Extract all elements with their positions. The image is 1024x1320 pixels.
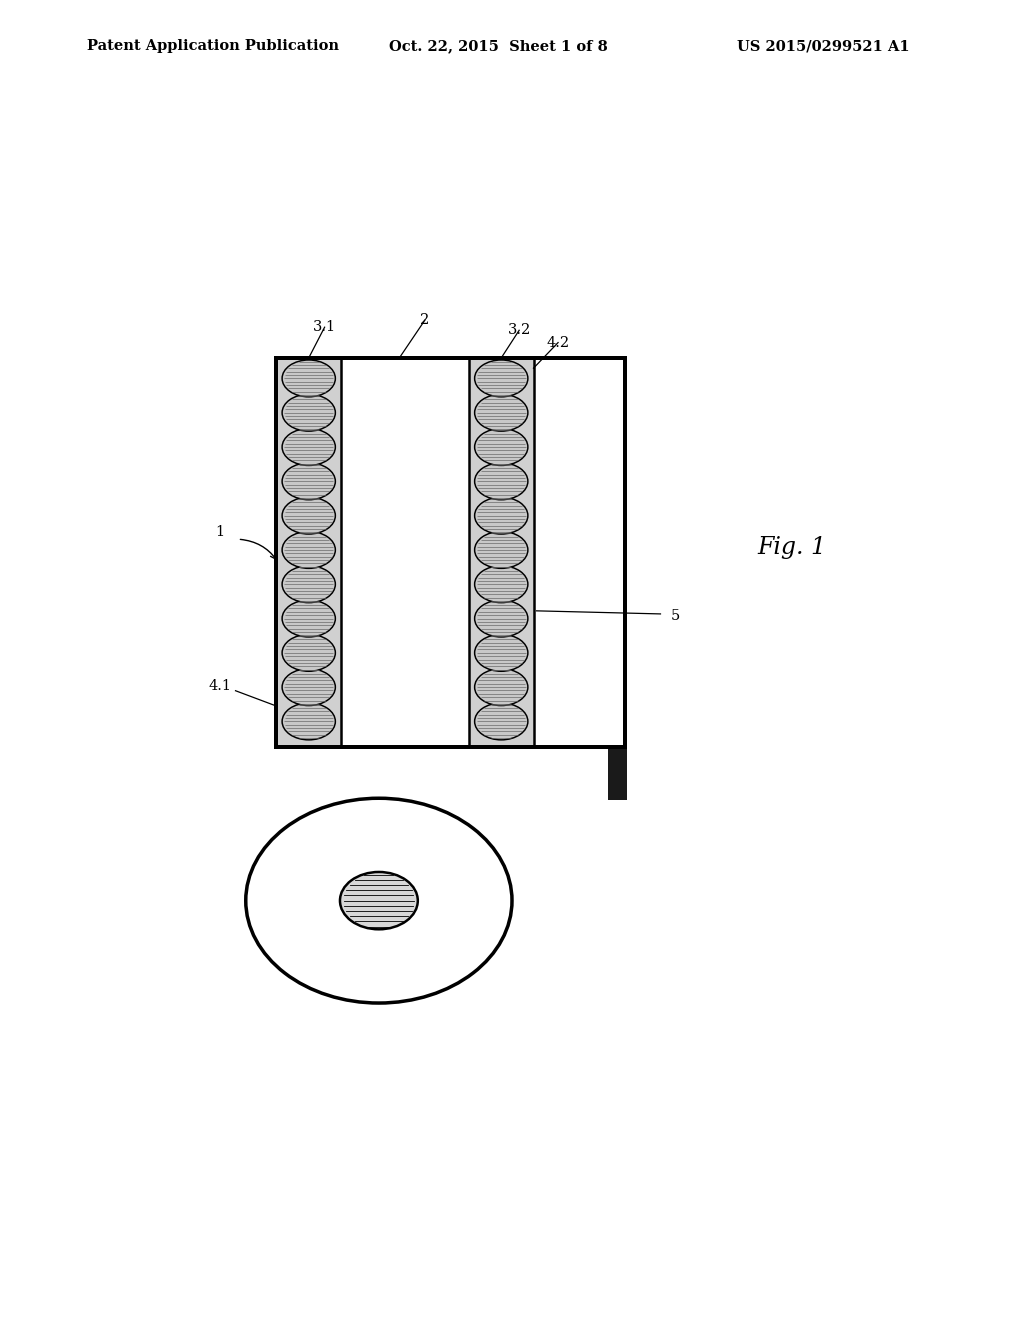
Ellipse shape bbox=[475, 463, 528, 500]
Text: 1: 1 bbox=[216, 525, 224, 539]
Ellipse shape bbox=[475, 395, 528, 432]
Ellipse shape bbox=[282, 498, 336, 535]
Ellipse shape bbox=[475, 360, 528, 397]
Ellipse shape bbox=[475, 669, 528, 706]
Ellipse shape bbox=[282, 704, 336, 741]
Ellipse shape bbox=[282, 360, 336, 397]
Ellipse shape bbox=[475, 429, 528, 466]
Text: 4.2: 4.2 bbox=[547, 335, 569, 350]
Text: Oct. 22, 2015  Sheet 1 of 8: Oct. 22, 2015 Sheet 1 of 8 bbox=[389, 40, 608, 53]
Ellipse shape bbox=[475, 704, 528, 741]
Ellipse shape bbox=[475, 635, 528, 672]
Ellipse shape bbox=[475, 601, 528, 638]
Bar bbox=[469, 358, 534, 747]
Text: 5: 5 bbox=[671, 609, 680, 623]
Ellipse shape bbox=[282, 463, 336, 500]
Ellipse shape bbox=[475, 498, 528, 535]
Bar bbox=[276, 358, 341, 747]
Text: US 2015/0299521 A1: US 2015/0299521 A1 bbox=[737, 40, 910, 53]
Ellipse shape bbox=[282, 532, 336, 569]
Ellipse shape bbox=[340, 873, 418, 929]
Ellipse shape bbox=[246, 799, 512, 1003]
Ellipse shape bbox=[282, 566, 336, 603]
Bar bbox=[608, 747, 627, 800]
Bar bbox=[276, 358, 625, 747]
Ellipse shape bbox=[475, 566, 528, 603]
Text: Fig. 1: Fig. 1 bbox=[758, 536, 826, 558]
Ellipse shape bbox=[282, 669, 336, 706]
Text: Patent Application Publication: Patent Application Publication bbox=[87, 40, 339, 53]
Text: 2: 2 bbox=[420, 313, 430, 327]
Text: 3.2: 3.2 bbox=[508, 323, 530, 338]
Ellipse shape bbox=[475, 532, 528, 569]
Ellipse shape bbox=[282, 395, 336, 432]
Text: 3.1: 3.1 bbox=[313, 321, 336, 334]
Ellipse shape bbox=[282, 601, 336, 638]
Ellipse shape bbox=[282, 429, 336, 466]
Ellipse shape bbox=[282, 635, 336, 672]
Text: 4.1: 4.1 bbox=[209, 678, 231, 693]
